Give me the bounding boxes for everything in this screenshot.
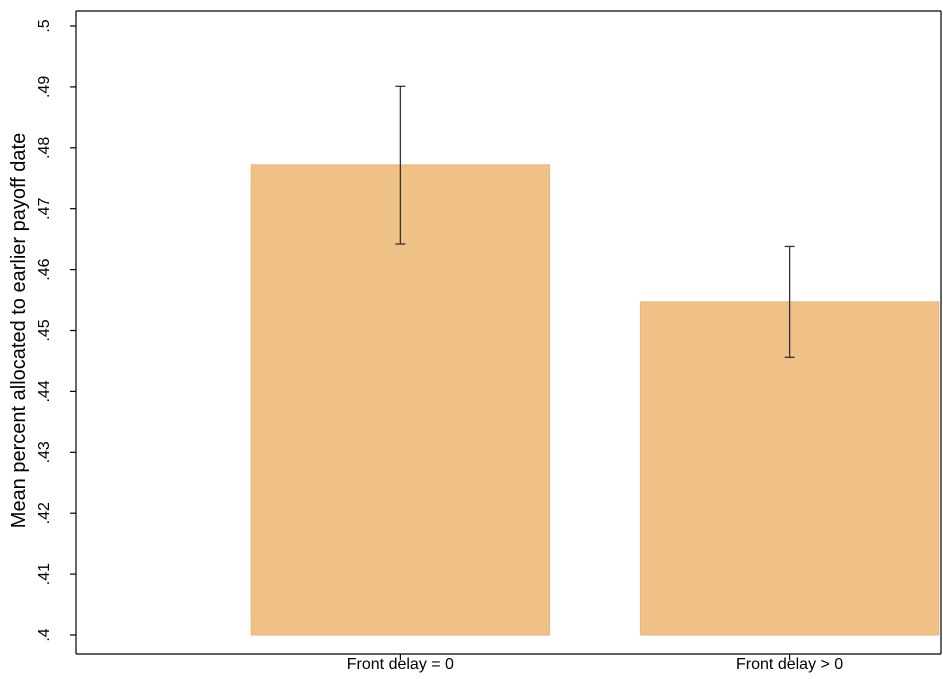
y-tick-label-5: .45: [36, 319, 53, 341]
y-tick-label-10: .5: [36, 19, 53, 32]
error-bars-layer: [395, 85, 795, 358]
y-tick-label-3: .43: [36, 441, 53, 463]
y-tick-label-9: .49: [36, 76, 53, 98]
y-tick-label-6: .46: [36, 258, 53, 280]
x-ticks-layer: Front delay = 0 Front delay > 0: [347, 654, 843, 673]
axes-layer: [75, 10, 942, 655]
y-ticks-layer: .4 .41 .42 .43 .44 .45 .46 .47 .48 .49 .5: [36, 19, 76, 642]
y-tick-label-0: .4: [36, 628, 53, 641]
y-tick-label-4: .44: [36, 380, 53, 402]
y-tick-label-8: .48: [36, 137, 53, 159]
y-tick-label-7: .47: [36, 197, 53, 219]
y-axis-title: Mean percent allocated to earlier payoff…: [8, 133, 30, 528]
x-tick-label-1: Front delay = 0: [347, 656, 454, 673]
x-tick-label-2: Front delay > 0: [736, 656, 843, 673]
y-tick-label-1: .41: [36, 563, 53, 585]
bars-layer: [250, 164, 940, 636]
y-tick-label-2: .42: [36, 502, 53, 524]
